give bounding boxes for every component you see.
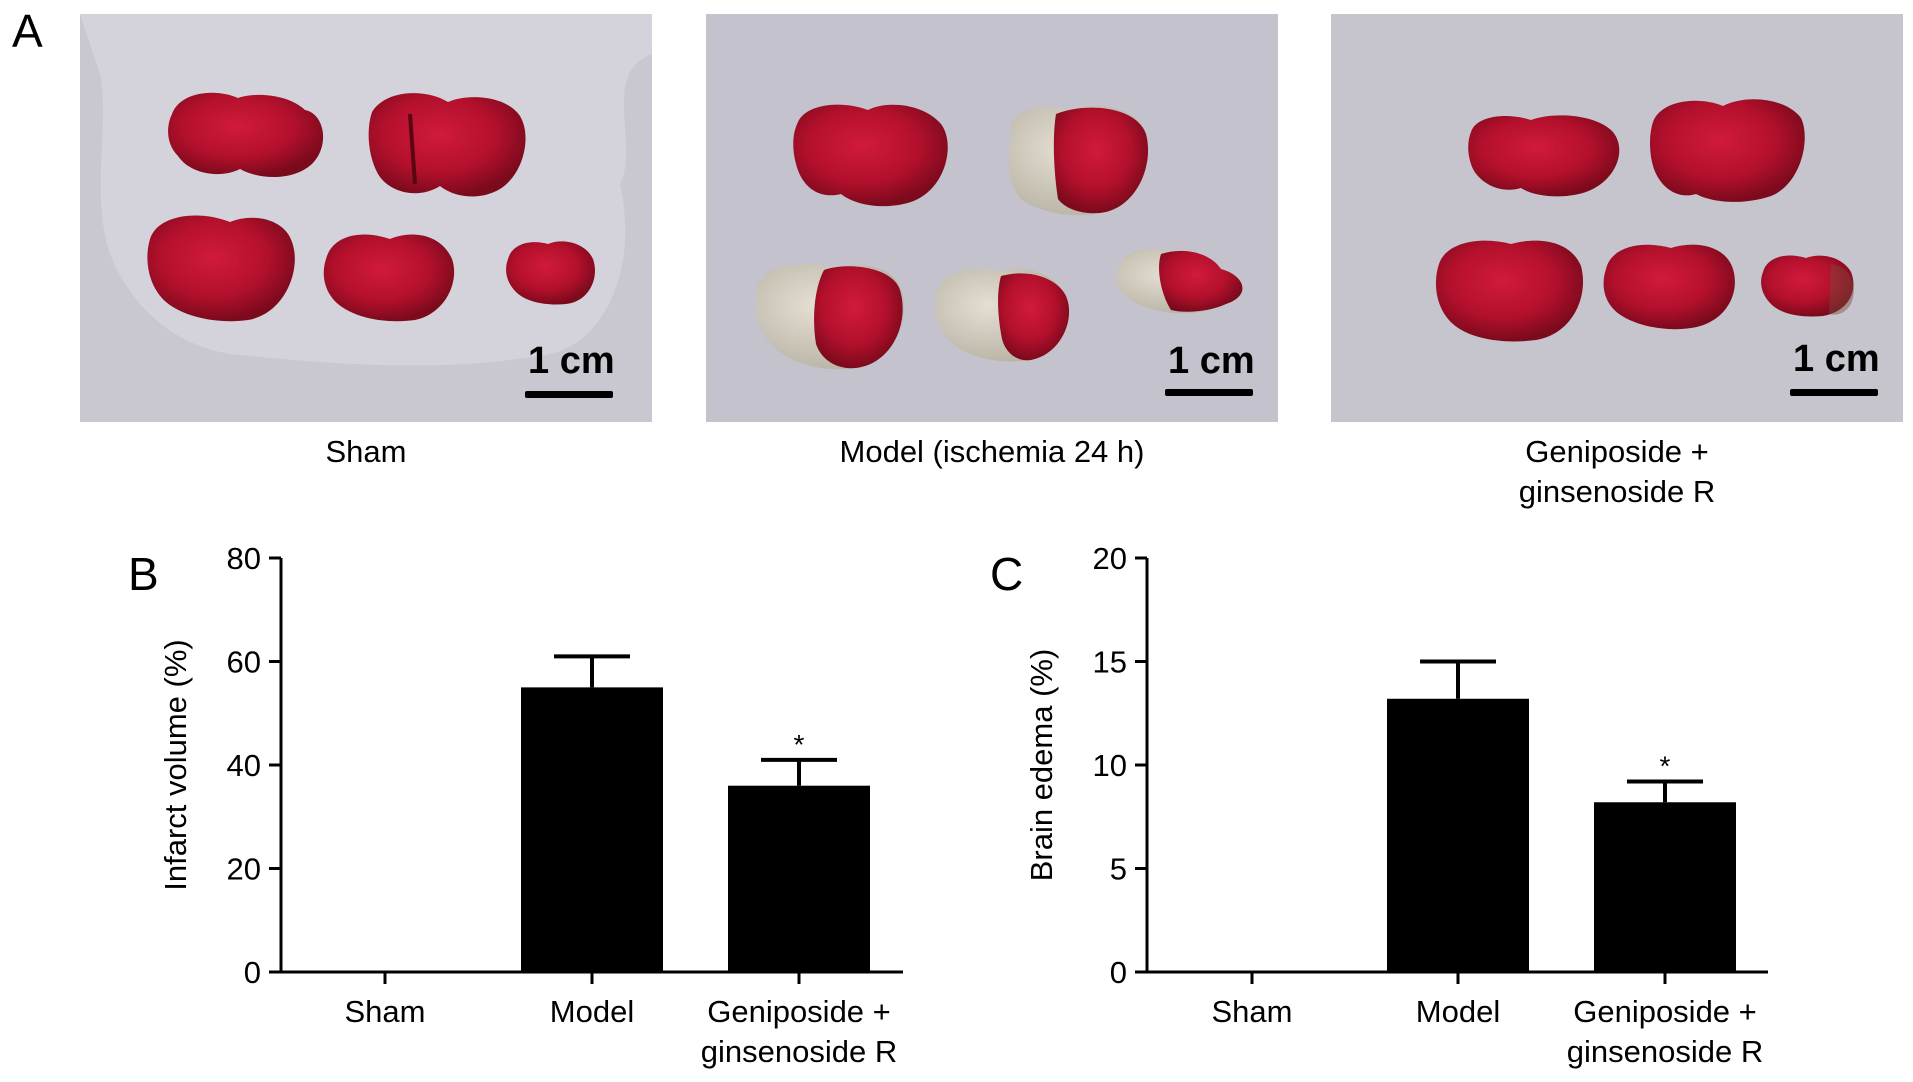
panel-a-letter: A [12, 5, 43, 57]
chart-c-y-tick-label: 5 [1110, 852, 1127, 887]
chart-b-y-axis-label: Infarct volume (%) [158, 639, 193, 891]
chart-b-x-tick-label: Geniposide + [707, 994, 891, 1029]
chart-b-x-tick-label: ginsenoside R [701, 1034, 897, 1069]
scale-bar-model [1165, 389, 1253, 396]
chart-b-significance-marker: * [794, 729, 805, 760]
chart-c-y-tick-label: 15 [1093, 645, 1127, 680]
chart-c-x-tick-label: Geniposide + [1573, 994, 1757, 1029]
sham-brain-slices-image [80, 14, 652, 422]
chart-c-bar [1594, 802, 1736, 972]
scale-label-sham: 1 cm [528, 340, 615, 382]
chart-c-panel-letter: C [990, 548, 1023, 600]
chart-c-y-axis-label: Brain edema (%) [1024, 649, 1059, 882]
chart-c-x-tick-label: ginsenoside R [1567, 1034, 1763, 1069]
scale-bar-sham [525, 391, 613, 398]
chart-c-significance-marker: * [1660, 751, 1671, 782]
chart-b-x-tick-label: Model [550, 994, 634, 1029]
model-brain-slices-image [706, 14, 1278, 422]
caption-model-line-1: Model (ischemia 24 h) [839, 434, 1145, 469]
caption-model: Model (ischemia 24 h) [706, 432, 1278, 472]
caption-treatment: Geniposide + ginsenoside R [1331, 432, 1903, 512]
caption-treatment-line-1: Geniposide + [1525, 434, 1709, 469]
chart-b-y-tick-label: 20 [227, 852, 261, 887]
scale-bar-treatment [1790, 389, 1878, 396]
chart-b-y-tick-label: 0 [244, 955, 261, 990]
chart-c-x-tick-label: Model [1416, 994, 1500, 1029]
chart-b-y-tick-label: 60 [227, 645, 261, 680]
scale-label-model: 1 cm [1168, 340, 1255, 382]
caption-sham-line-1: Sham [325, 434, 407, 469]
chart-b-y-tick-label: 40 [227, 748, 261, 783]
caption-sham: Sham [80, 432, 652, 472]
chart-c-bar [1387, 698, 1529, 972]
chart-c-x-tick-label: Sham [1212, 994, 1293, 1029]
chart-b-bar [521, 687, 663, 972]
chart-b-x-tick-label: Sham [345, 994, 426, 1029]
caption-treatment-line-2: ginsenoside R [1518, 474, 1716, 509]
chart-c-y-tick-label: 10 [1093, 748, 1127, 783]
chart-c-y-tick-label: 0 [1110, 955, 1127, 990]
photo-sham: 1 cm [80, 14, 652, 422]
photo-treatment: 1 cm [1331, 14, 1903, 422]
treatment-brain-slices-image [1331, 14, 1903, 422]
chart-c-y-tick-label: 20 [1093, 541, 1127, 576]
chart-b-panel-letter: B [128, 548, 159, 600]
chart-b-bar [728, 785, 870, 972]
chart-b-y-tick-label: 80 [227, 541, 261, 576]
photo-model: 1 cm [706, 14, 1278, 422]
scale-label-treatment: 1 cm [1793, 338, 1880, 380]
